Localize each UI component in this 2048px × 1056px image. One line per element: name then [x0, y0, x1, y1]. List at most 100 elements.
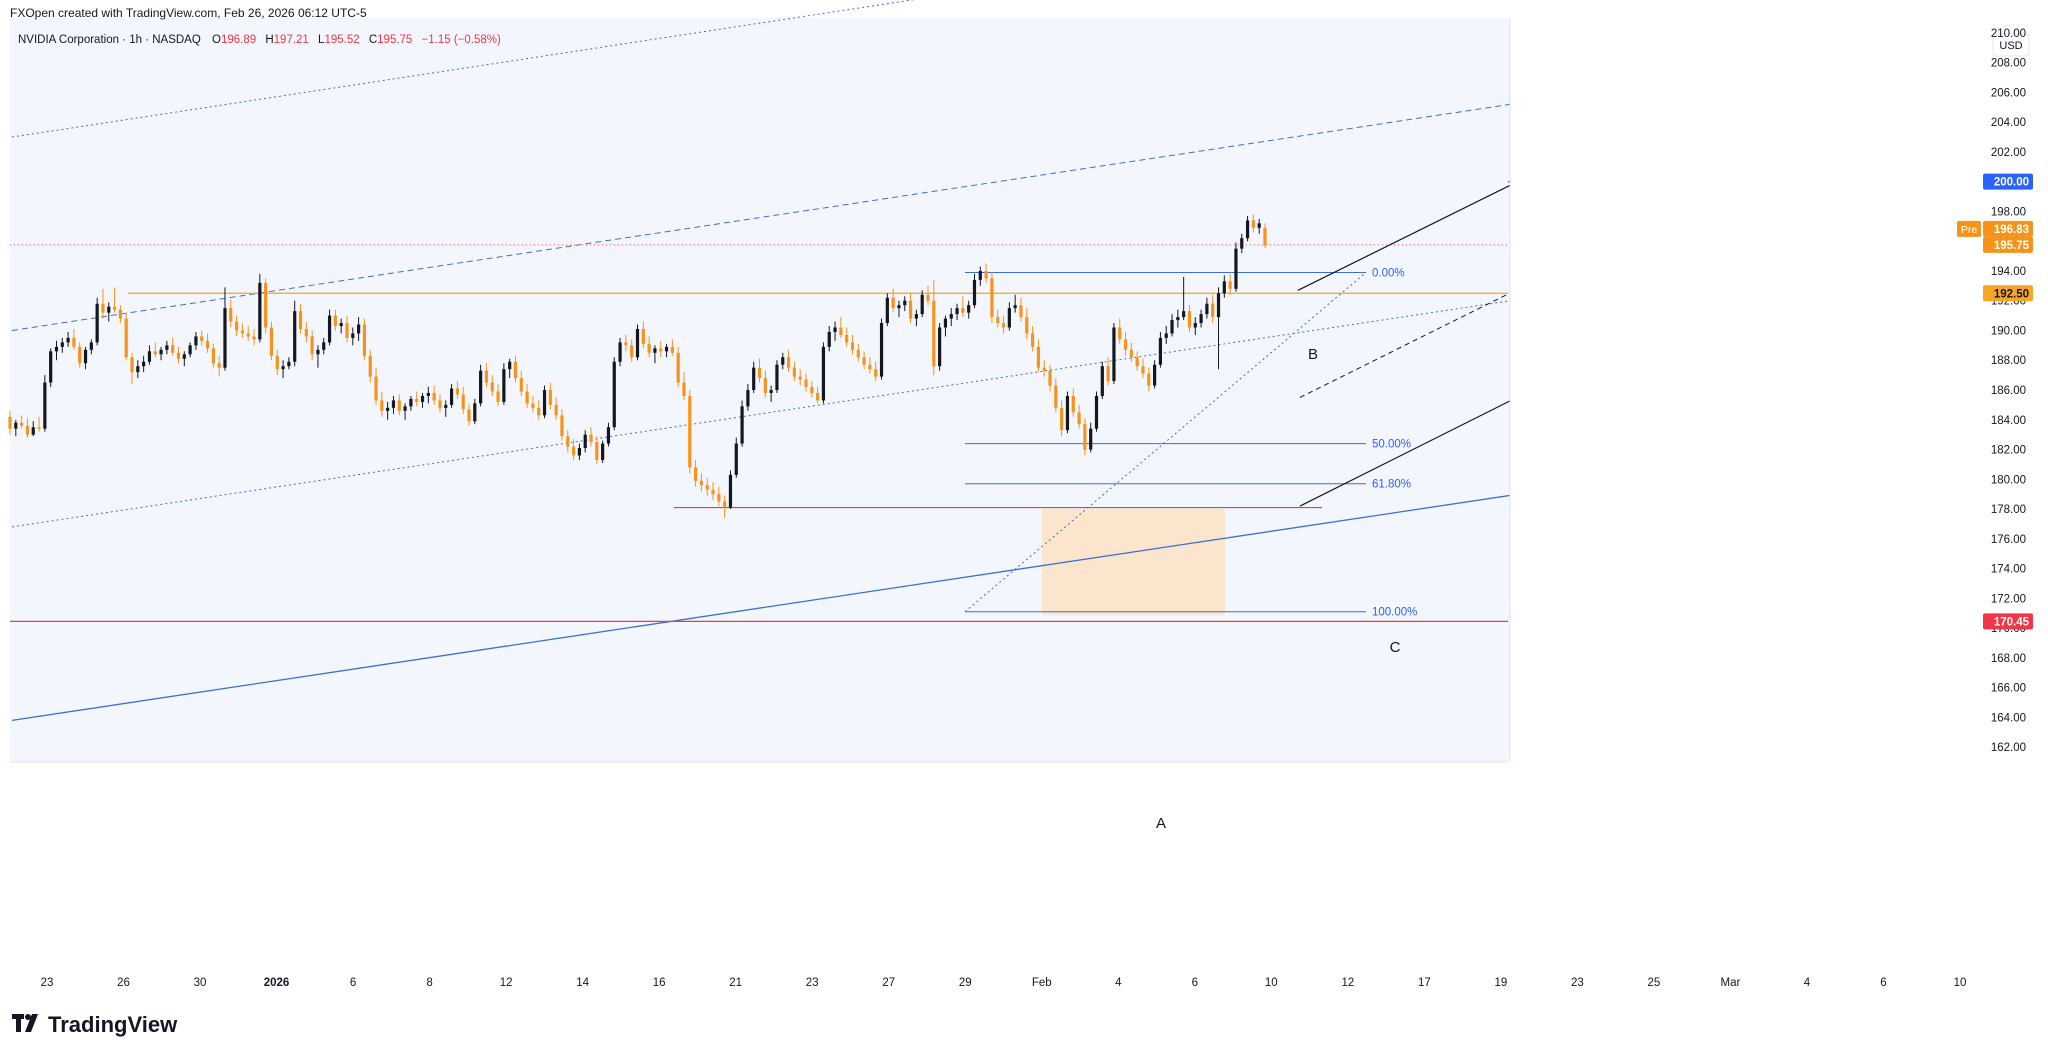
- candle: [43, 375, 47, 432]
- candle: [473, 398, 477, 425]
- candle-body: [868, 364, 872, 370]
- candle-body: [786, 357, 791, 368]
- candle: [147, 345, 152, 365]
- candle: [217, 355, 221, 377]
- fib-level-label: 100.00%: [1372, 607, 1417, 619]
- candle: [386, 401, 390, 420]
- candle-body: [879, 323, 884, 377]
- candle: [682, 372, 686, 401]
- candle: [124, 312, 128, 361]
- candle: [548, 382, 552, 410]
- candle-body: [322, 342, 326, 350]
- candle: [688, 390, 692, 474]
- candle: [357, 317, 361, 341]
- candle-body: [845, 334, 849, 343]
- candle: [1106, 357, 1110, 386]
- candle: [1263, 223, 1267, 249]
- price-tag-value: 170.45: [1994, 616, 2030, 628]
- candle: [37, 416, 41, 432]
- time-tick-label: 30: [194, 977, 207, 989]
- candle-body: [763, 378, 767, 393]
- candle: [287, 357, 291, 370]
- price-tag-value: 196.83: [1994, 224, 2029, 236]
- candle-body: [1054, 385, 1058, 408]
- candle: [1001, 315, 1006, 334]
- time-tick-label: 21: [729, 977, 742, 989]
- drawing-labels-layer: 0.00% 50.00% 61.80% 100.00% A B C: [1156, 267, 1417, 832]
- candle-body: [293, 311, 297, 362]
- candle: [264, 278, 268, 334]
- candle: [1048, 364, 1052, 392]
- high-value: 197.21: [273, 34, 309, 46]
- candle: [327, 309, 332, 346]
- candle-body: [66, 337, 70, 343]
- candle-body: [630, 345, 634, 358]
- candle-body: [142, 361, 146, 367]
- candle: [1118, 318, 1122, 344]
- candle: [1100, 361, 1104, 399]
- candle: [903, 296, 907, 312]
- candle-body: [37, 427, 41, 429]
- tradingview-logo[interactable]: TradingView: [12, 1012, 177, 1038]
- candle: [1234, 242, 1238, 292]
- candle: [513, 355, 518, 383]
- candle: [1240, 233, 1244, 254]
- candle: [525, 384, 529, 408]
- candle-body: [1263, 227, 1267, 245]
- candle-body: [217, 363, 221, 368]
- candle: [142, 355, 146, 373]
- candle-body: [112, 306, 117, 310]
- candle-body: [1135, 357, 1139, 367]
- candle-body: [955, 308, 959, 315]
- candle: [130, 352, 134, 385]
- candle: [879, 318, 884, 380]
- candle: [409, 395, 413, 411]
- candle: [8, 410, 12, 435]
- time-tick-label: 6: [1192, 977, 1198, 989]
- candle-body: [705, 485, 709, 490]
- candle: [542, 385, 547, 419]
- candle: [1164, 326, 1168, 344]
- time-tick-label: 26: [117, 977, 130, 989]
- candle-body: [147, 351, 152, 362]
- candles-layer: [8, 214, 1267, 518]
- candle: [223, 287, 227, 371]
- candle: [676, 346, 680, 388]
- candle: [1199, 309, 1203, 328]
- candle-body: [8, 416, 12, 429]
- candle-body: [1089, 428, 1093, 450]
- candle: [1147, 367, 1151, 392]
- candle: [432, 385, 436, 405]
- candle: [821, 342, 826, 404]
- candle: [914, 309, 918, 327]
- candle-body: [1141, 366, 1145, 374]
- candle: [1089, 422, 1093, 453]
- candle-body: [252, 336, 256, 340]
- candle: [560, 409, 564, 441]
- axes-layer: USD162.00164.00166.00168.00170.00172.001…: [10, 0, 2048, 989]
- candle-body: [368, 355, 372, 377]
- candle: [694, 459, 698, 487]
- wave-label-b: B: [1308, 346, 1318, 363]
- candle: [943, 315, 948, 337]
- candle: [1036, 339, 1041, 373]
- candle: [891, 288, 895, 313]
- candle: [868, 357, 872, 374]
- candle-body: [420, 395, 425, 402]
- candle: [205, 333, 210, 353]
- candle: [705, 477, 709, 496]
- candle-body: [1019, 305, 1023, 318]
- candle: [647, 336, 651, 358]
- candle: [31, 421, 35, 437]
- candle-body: [1153, 364, 1157, 386]
- candle: [171, 337, 175, 356]
- candle-body: [54, 346, 59, 352]
- symbol-legend: NVIDIA Corporation · 1h · NASDAQ O196.89…: [18, 34, 507, 46]
- candle-body: [711, 489, 715, 495]
- candle: [949, 308, 953, 327]
- candle: [810, 381, 814, 398]
- candle: [1129, 342, 1133, 362]
- candle-body: [362, 324, 367, 356]
- candle: [1060, 400, 1064, 437]
